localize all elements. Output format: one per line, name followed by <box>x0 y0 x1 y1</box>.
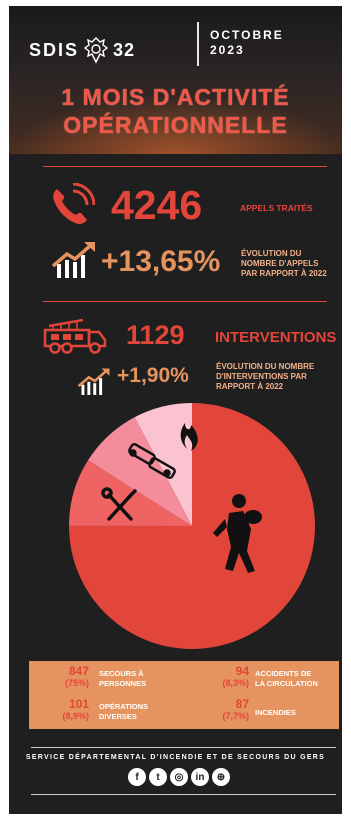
legend-label-line: SECOURS À <box>99 669 144 678</box>
legend-label: SECOURS À PERSONNES <box>99 669 146 689</box>
legend-percent: (8,9%) <box>62 711 89 721</box>
phone-icon <box>53 183 95 224</box>
interventions-count: 1129 <box>126 320 185 350</box>
pie-slice-3 <box>88 417 192 526</box>
legend-percent: (75%) <box>64 678 89 688</box>
legend-value: 87 <box>235 697 249 711</box>
instagram-icon[interactable]: ◎ <box>170 768 188 786</box>
legend-label-line: LA CIRCULATION <box>255 679 318 688</box>
logo-number: 32 <box>113 39 136 60</box>
social-links: f t ◎ in ⊕ <box>128 768 230 786</box>
divider <box>43 166 327 167</box>
growth-chart-icon <box>77 368 110 395</box>
legend-label-line: PERSONNES <box>99 679 147 688</box>
calls-evolution: +13,65% <box>101 245 221 278</box>
logo-text: SDIS <box>29 39 80 60</box>
twitter-icon[interactable]: t <box>149 768 167 786</box>
legend-percent: (7,7%) <box>222 711 249 721</box>
header-banner: SDIS 32 OCTOBRE 2023 1 MOIS D'ACTIVITÉ O… <box>9 6 342 154</box>
pie-slice-4 <box>134 403 192 526</box>
growth-chart-icon <box>51 242 95 278</box>
fire-glow <box>9 94 342 154</box>
footer-divider <box>31 794 336 795</box>
legend-label: OPÉRATIONS DIVERSES <box>99 702 148 722</box>
pie-legend: 847 (75%) SECOURS À PERSONNES 94 (8,3%) … <box>29 661 339 729</box>
pie-slice-1 <box>69 403 316 649</box>
header-divider <box>197 22 199 66</box>
fire-icon <box>180 423 198 451</box>
interventions-evolution-label: ÉVOLUTION DU NOMBRE D'INTERVENTIONS PAR … <box>216 362 315 391</box>
linkedin-icon[interactable]: in <box>191 768 209 786</box>
calls-label: APPELS TRAITÉS <box>240 203 313 213</box>
footer-divider <box>31 747 336 748</box>
report-month: OCTOBRE <box>210 28 284 42</box>
legend-label: INCENDIES <box>255 708 296 718</box>
sdis-logo: SDIS 32 <box>29 36 135 64</box>
legend-value: 101 <box>68 697 89 711</box>
calls-count: 4246 <box>111 182 203 228</box>
page-title-line2: OPÉRATIONNELLE <box>63 112 288 138</box>
divider <box>43 301 327 302</box>
legend-value: 94 <box>235 664 249 678</box>
firefighter-crest-icon <box>83 37 109 64</box>
legend-percent: (8,3%) <box>222 678 249 688</box>
calls-evolution-label: ÉVOLUTION DU NOMBRE D'APPELS PAR RAPPORT… <box>241 249 327 278</box>
legend-label-line: ACCIDENTS DE <box>255 669 312 678</box>
report-date: OCTOBRE 2023 <box>210 28 284 58</box>
legend-label-line: OPÉRATIONS <box>99 702 149 711</box>
legend-value: 847 <box>68 664 89 678</box>
legend-label-line: INCENDIES <box>255 708 296 717</box>
fire-truck-icon <box>43 318 107 354</box>
website-globe-icon[interactable]: ⊕ <box>212 768 230 786</box>
service-name: SERVICE DÉPARTEMENTAL D'INCENDIE ET DE S… <box>25 754 326 761</box>
interventions-evolution: +1,90% <box>117 364 189 387</box>
car-crash-icon <box>128 443 176 479</box>
facebook-icon[interactable]: f <box>128 768 146 786</box>
tools-icon <box>101 487 137 521</box>
interventions-label: INTERVENTIONS <box>215 329 337 346</box>
legend-label: ACCIDENTS DE LA CIRCULATION <box>255 669 318 689</box>
rescue-person-icon <box>213 494 262 573</box>
report-year: 2023 <box>210 43 245 57</box>
infographic: SDIS 32 OCTOBRE 2023 1 MOIS D'ACTIVITÉ O… <box>9 6 342 814</box>
page-title-line1: 1 MOIS D'ACTIVITÉ <box>61 84 290 110</box>
legend-label-line: DIVERSES <box>99 712 137 721</box>
interventions-pie-chart <box>69 403 316 649</box>
